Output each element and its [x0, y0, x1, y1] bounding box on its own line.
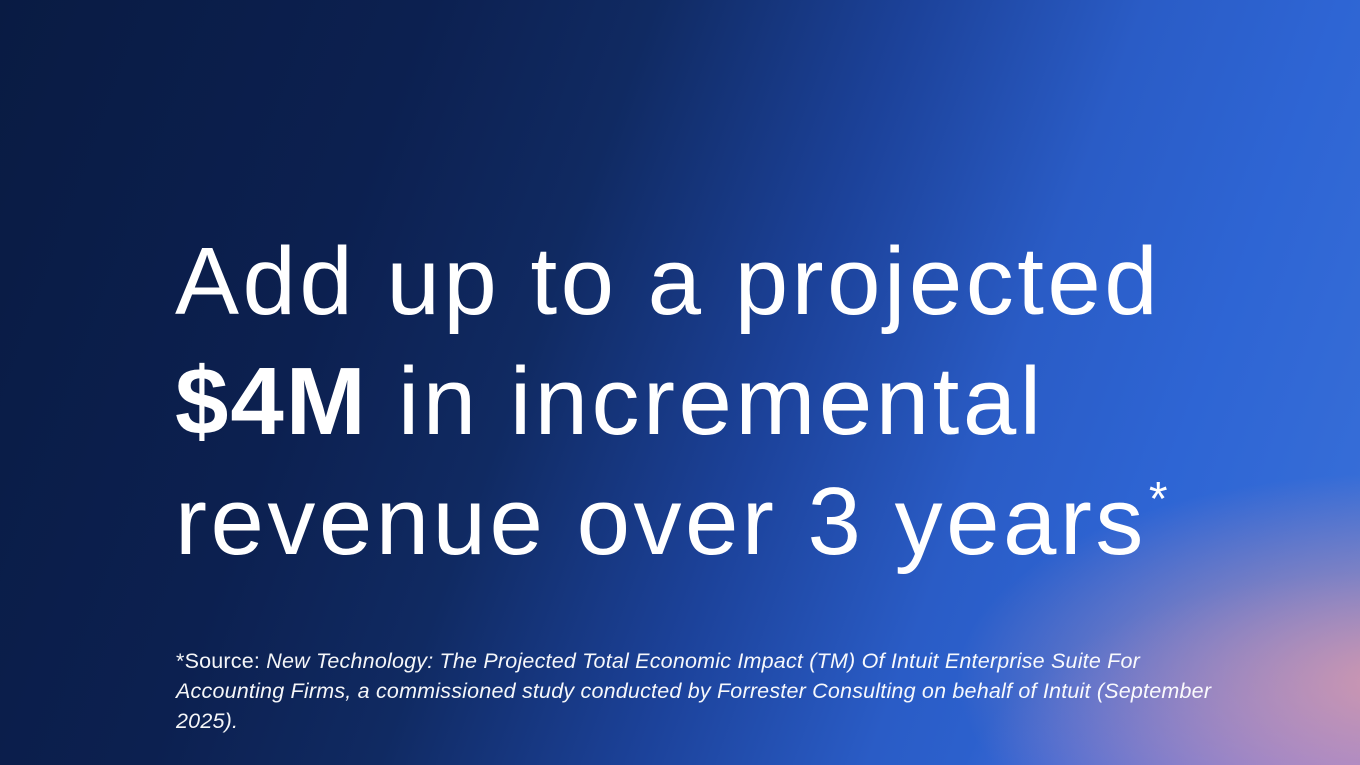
headline: Add up to a projected $4M in incremental… — [175, 228, 1172, 576]
headline-dollar-amount: $4M — [175, 348, 368, 456]
headline-line2-rest: in incremental — [367, 348, 1045, 456]
headline-line1: Add up to a projected — [175, 228, 1162, 336]
headline-line3: revenue over 3 years — [175, 468, 1147, 576]
footnote: *Source: New Technology: The Projected T… — [176, 646, 1248, 736]
footnote-citation: New Technology: The Projected Total Econ… — [176, 648, 1212, 733]
footnote-source-label: *Source: — [176, 648, 267, 673]
